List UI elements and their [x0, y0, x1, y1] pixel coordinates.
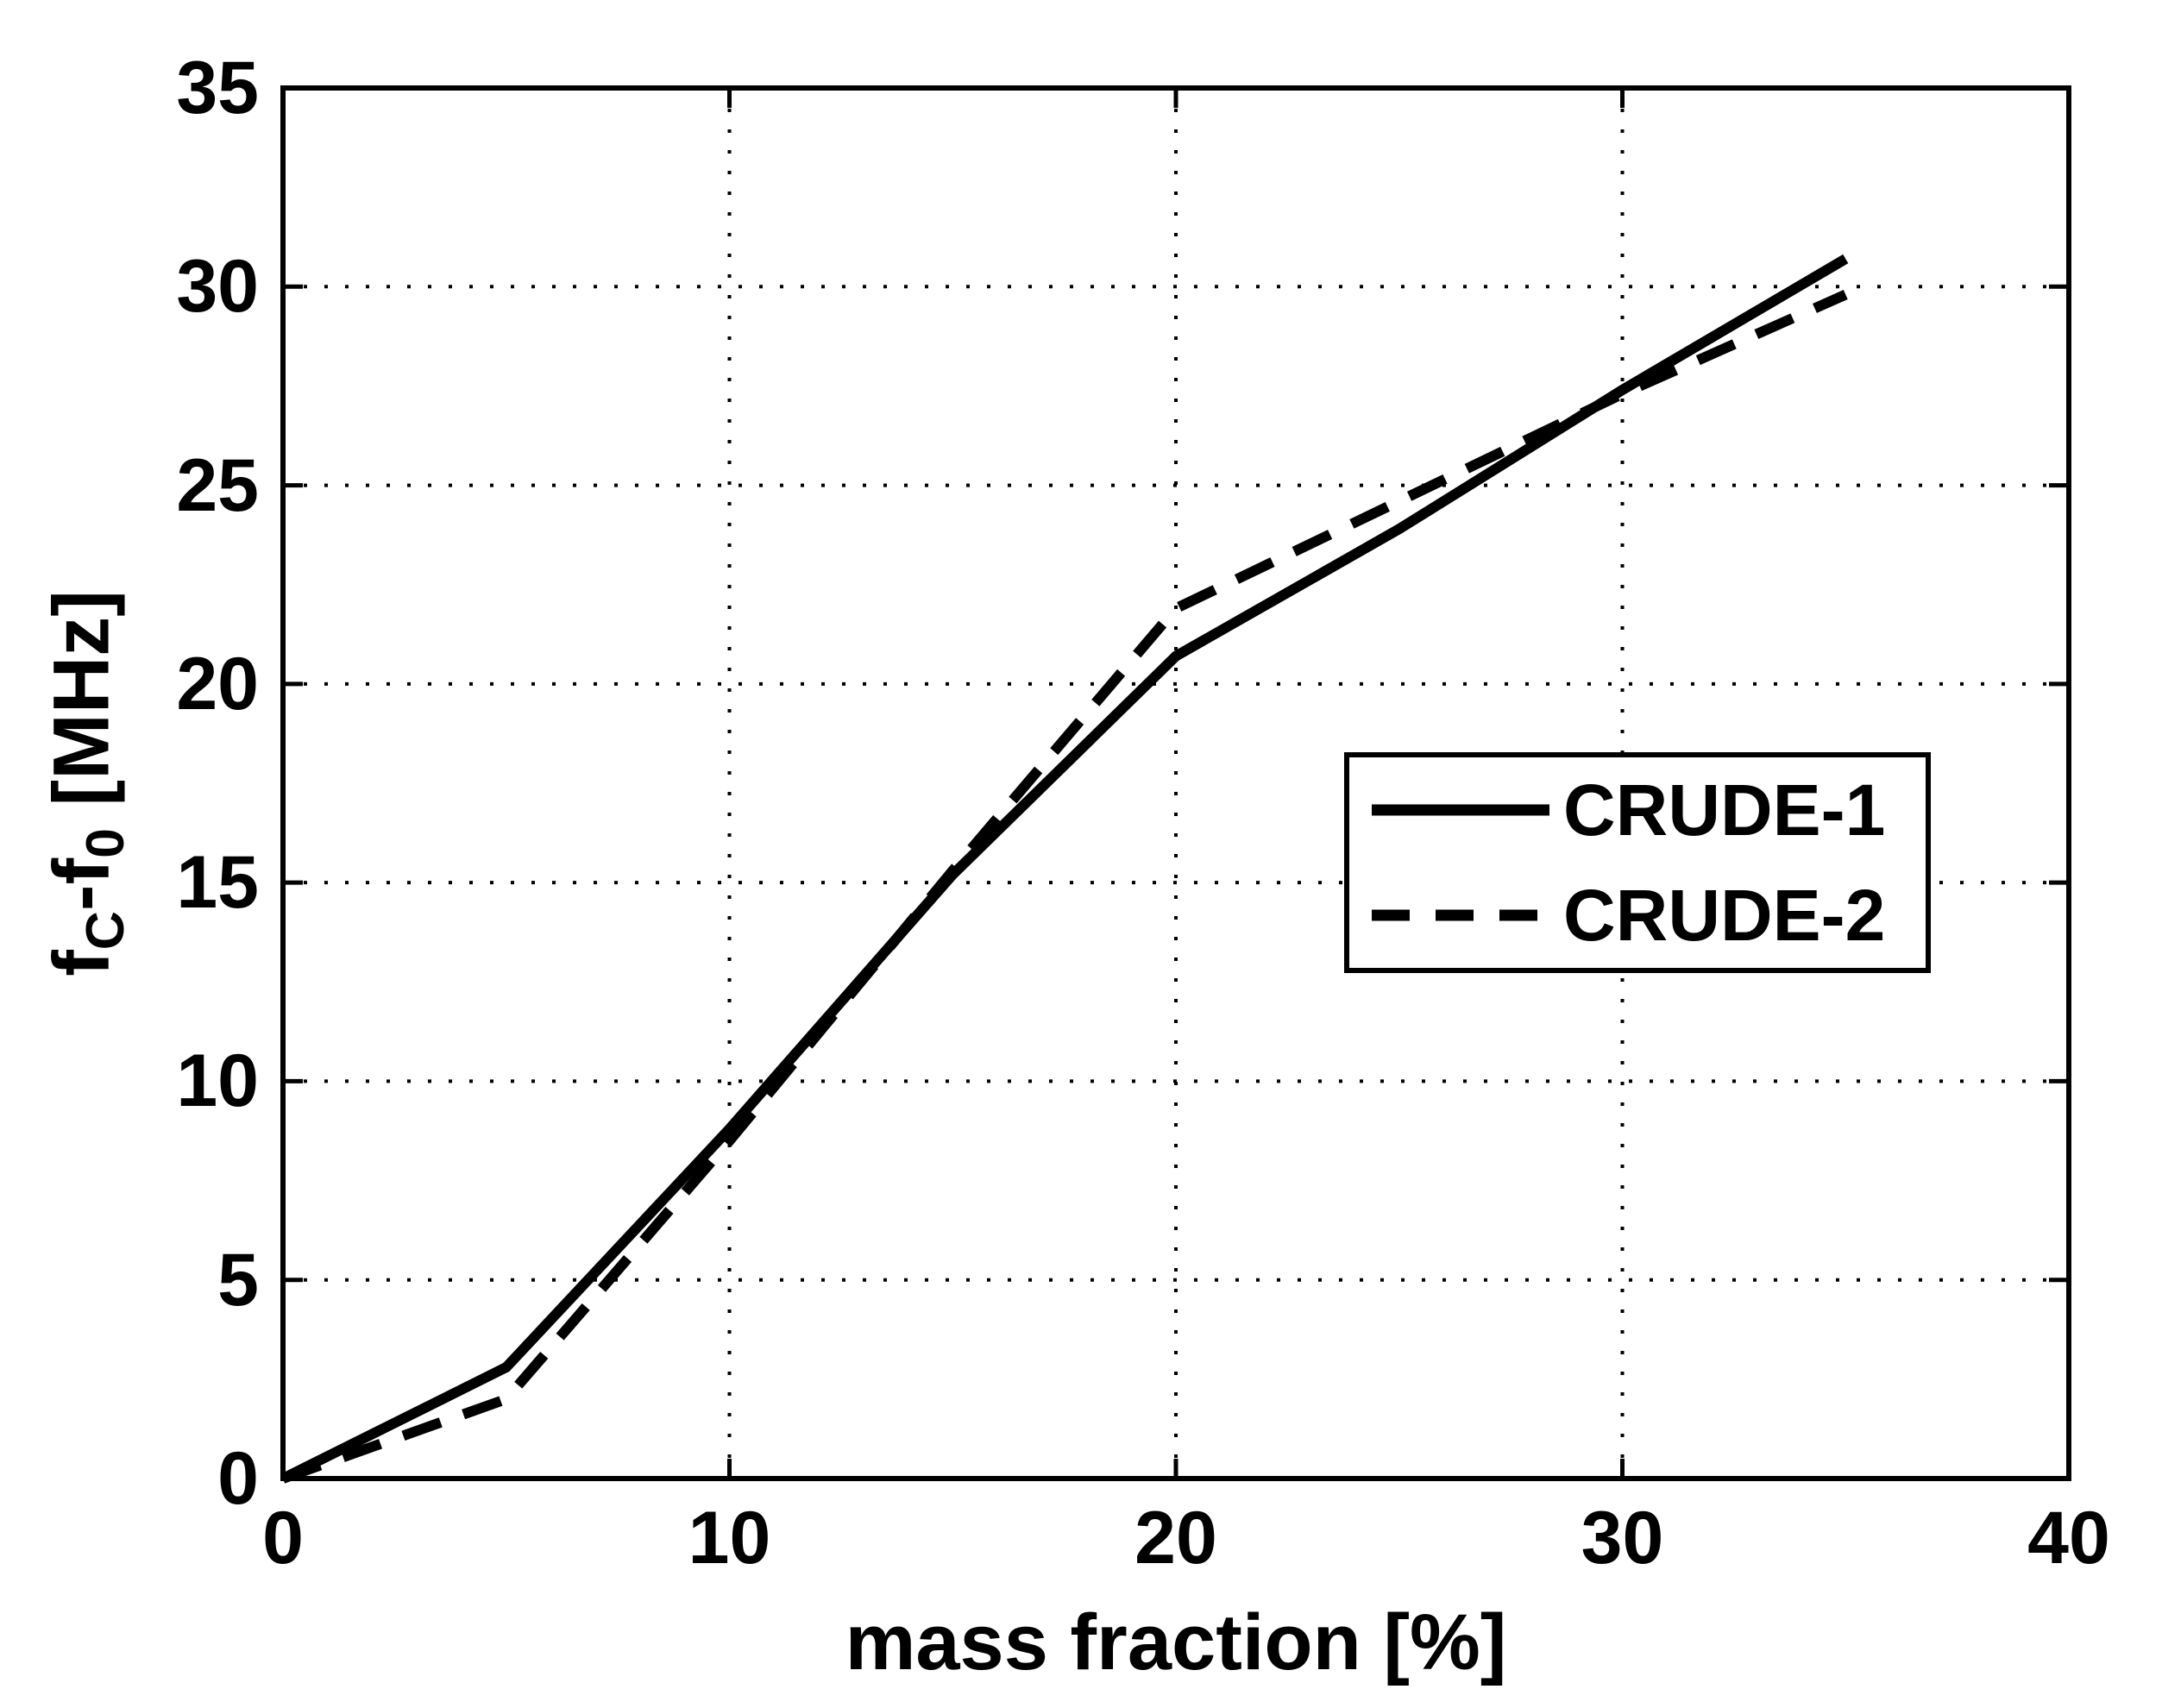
y-axis-label-subscript: 0 [75, 828, 136, 858]
series-line-crude-2 [280, 290, 1848, 1484]
y-tick-label: 30 [176, 245, 259, 329]
series-lines [280, 254, 1849, 1484]
y-axis-label-part: f [37, 950, 126, 976]
y-axis-label-part: [MHz] [37, 590, 126, 829]
y-tick-label: 25 [176, 443, 259, 527]
y-tick-label: 5 [217, 1238, 259, 1322]
legend-box: CRUDE-1 CRUDE-2 [1344, 752, 1931, 973]
x-axis-label: mass fraction [%] [845, 1598, 1507, 1686]
legend-line-sample-dashed [1372, 909, 1549, 921]
legend-label: CRUDE-2 [1563, 874, 1886, 956]
x-tick-label: 10 [688, 1497, 771, 1579]
y-axis-label: fC-f0 [MHz] [37, 590, 136, 976]
y-axis-label-part: -f [37, 857, 126, 912]
y-tick-label: 10 [176, 1039, 259, 1123]
legend-item: CRUDE-2 [1370, 874, 1926, 958]
x-tick-label: 20 [1134, 1497, 1217, 1579]
legend-line-sample-solid [1372, 804, 1549, 816]
x-tick-label: 30 [1581, 1497, 1664, 1579]
legend-item: CRUDE-1 [1370, 769, 1926, 852]
y-tick-label: 0 [217, 1437, 259, 1520]
gridlines [283, 88, 2069, 1479]
legend-label: CRUDE-1 [1563, 769, 1886, 851]
y-tick-label: 20 [176, 642, 259, 725]
y-tick-label: 35 [176, 47, 259, 129]
y-tick-label: 15 [176, 841, 259, 925]
y-axis-label-subscript: C [75, 911, 136, 951]
x-tick-label: 40 [2027, 1497, 2110, 1579]
x-tick-label: 0 [262, 1497, 304, 1579]
tick-marks [280, 85, 2071, 1481]
